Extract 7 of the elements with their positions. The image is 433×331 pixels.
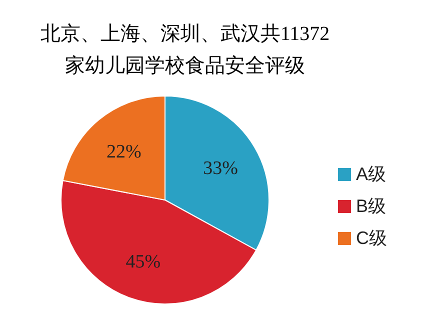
legend-label: B级: [356, 196, 386, 216]
chart-title: 北京、上海、深圳、武汉共11372 家幼儿园学校食品安全评级: [40, 23, 330, 77]
data-label: 22%: [106, 141, 142, 162]
data-label: 45%: [126, 252, 161, 273]
data-label: 33%: [203, 158, 238, 180]
legend-label: A级: [356, 164, 386, 184]
legend-label: C级: [356, 228, 387, 248]
